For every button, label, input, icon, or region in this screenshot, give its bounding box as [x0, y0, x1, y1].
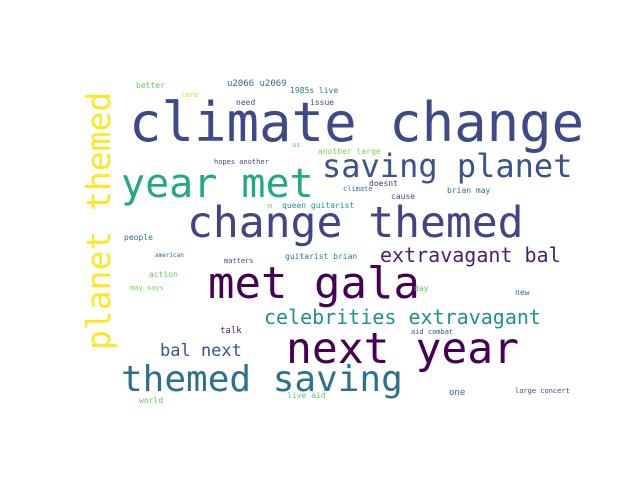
cloud-word: year met [121, 161, 314, 207]
cloud-word: aid combat [411, 328, 454, 336]
cloud-word: world [139, 396, 164, 405]
cloud-word: hopes another [214, 158, 269, 166]
cloud-word: talk [220, 326, 242, 336]
cloud-word: change themed [187, 198, 524, 248]
cloud-word: need [236, 98, 256, 107]
cloud-word: another large [318, 147, 381, 156]
cloud-word: better [136, 81, 165, 90]
cloud-word: may says [130, 284, 164, 292]
cloud-word: one [449, 388, 466, 398]
cloud-word: planet themed [79, 91, 118, 350]
cloud-word: doesnt [369, 179, 398, 188]
cloud-word: celebrities extravagant [264, 305, 541, 329]
cloud-word: climate [343, 185, 373, 193]
cloud-word: new [515, 288, 530, 297]
cloud-word: queen guitarist [282, 201, 355, 210]
cloud-word: u2066 u2069 [227, 79, 287, 89]
cloud-word: us [292, 141, 301, 149]
cloud-word: american [155, 252, 184, 259]
cloud-word: large concert [515, 387, 570, 395]
cloud-word: day [414, 284, 429, 293]
cloud-word: issue [310, 98, 335, 107]
cloud-word: m [268, 202, 273, 210]
cloud-word: themed saving [121, 359, 403, 400]
cloud-word: next year [286, 324, 519, 374]
cloud-word: 1985s live [290, 86, 339, 95]
cloud-word: bal next [160, 341, 242, 361]
cloud-word: saving planet [322, 147, 573, 185]
cloud-word: climate change [129, 91, 585, 154]
cloud-word: care [181, 91, 198, 99]
cloud-word: extravagant bal [380, 243, 561, 267]
cloud-word: cause [391, 192, 416, 201]
cloud-word: brian may [447, 186, 491, 195]
cloud-word: action [149, 270, 178, 279]
cloud-word: live aid [287, 391, 326, 400]
cloud-word: met gala [208, 258, 420, 309]
cloud-word: people [124, 233, 153, 242]
cloud-word: guitarist brian [285, 252, 358, 261]
cloud-word: matters [224, 257, 254, 265]
